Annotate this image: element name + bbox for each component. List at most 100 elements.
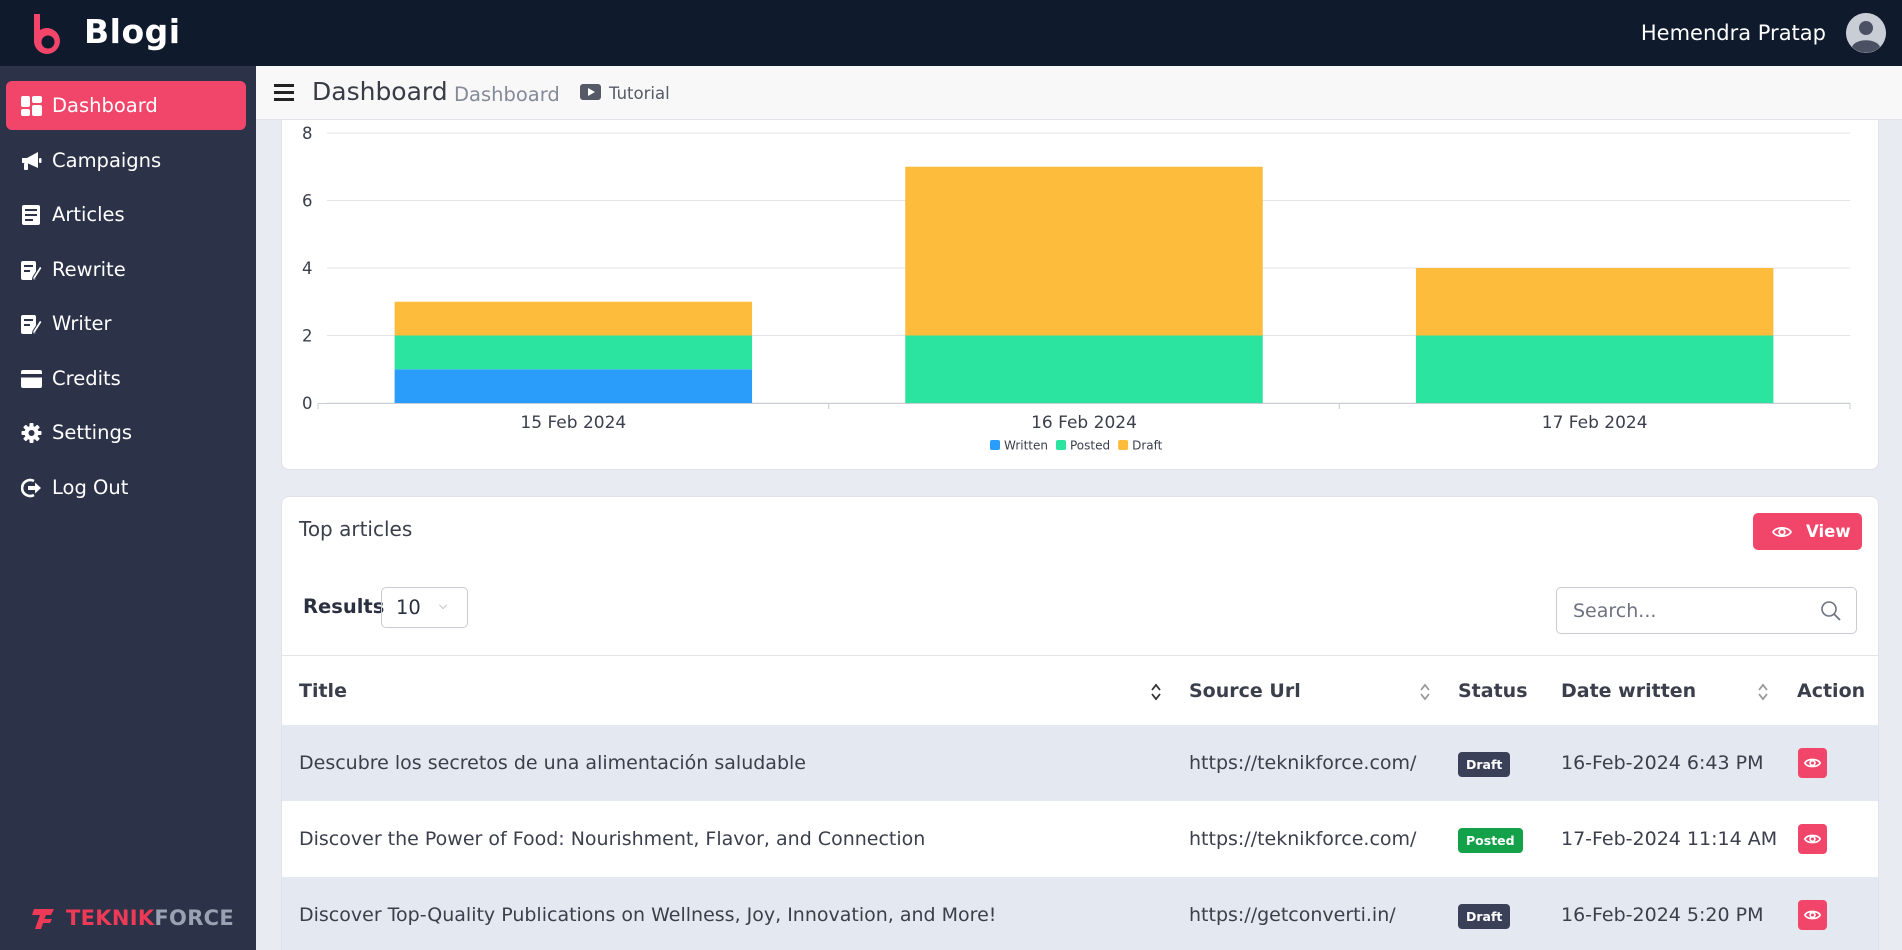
article-title: Discover Top-Quality Publications on Wel… bbox=[299, 904, 997, 926]
legend-label: Draft bbox=[1132, 439, 1163, 453]
results-per-page-select[interactable]: 10 bbox=[381, 587, 468, 628]
sidebar-item-credits[interactable]: Credits bbox=[6, 354, 246, 403]
edit-document-icon bbox=[21, 260, 42, 280]
y-tick-label: 0 bbox=[302, 394, 313, 413]
sidebar-nav: Dashboard Campaigns Articles Rewrite bbox=[6, 81, 246, 517]
legend-swatch bbox=[1056, 440, 1066, 450]
y-tick-label: 8 bbox=[302, 124, 313, 143]
eye-icon bbox=[1803, 758, 1822, 768]
gear-icon bbox=[21, 423, 42, 443]
column-header-date-written[interactable]: Date written bbox=[1561, 680, 1697, 702]
user-name[interactable]: Hemendra Pratap bbox=[1640, 21, 1826, 45]
search-box bbox=[1556, 587, 1857, 634]
eye-icon bbox=[1803, 834, 1822, 844]
bar-segment-written bbox=[394, 369, 753, 403]
results-per-page-value: 10 bbox=[396, 596, 421, 619]
eye-icon bbox=[1772, 526, 1792, 538]
y-tick-label: 2 bbox=[302, 327, 313, 346]
article-title: Discover the Power of Food: Nourishment,… bbox=[299, 828, 926, 850]
sidebar-item-label: Credits bbox=[52, 366, 121, 390]
sidebar-item-label: Dashboard bbox=[52, 94, 158, 117]
sidebar-item-label: Log Out bbox=[52, 475, 129, 499]
article-source-url[interactable]: https://teknikforce.com/ bbox=[1189, 828, 1417, 850]
article-icon bbox=[22, 205, 40, 225]
chevron-down-icon bbox=[439, 601, 447, 609]
tutorial-link[interactable]: Tutorial bbox=[609, 84, 670, 103]
video-play-icon[interactable] bbox=[580, 84, 601, 100]
search-icon[interactable] bbox=[1820, 600, 1842, 622]
column-header-status: Status bbox=[1458, 680, 1528, 702]
stacked-bar-chart: 0 2 4 6 8 15 Feb 2024 16 Feb 2024 17 Feb 2024 Wr… bbox=[302, 124, 1851, 453]
sidebar-item-label: Settings bbox=[52, 421, 132, 444]
legend-label: Written bbox=[1004, 439, 1048, 453]
page-title: Dashboard bbox=[312, 77, 448, 106]
app-name[interactable]: Blogi bbox=[84, 12, 181, 51]
x-tick-label: 15 Feb 2024 bbox=[520, 413, 626, 433]
breadcrumb[interactable]: Dashboard bbox=[454, 83, 560, 106]
column-header-title[interactable]: Title bbox=[299, 680, 347, 702]
sidebar: Dashboard Campaigns Articles Rewrite bbox=[0, 66, 256, 950]
page-header: Dashboard Dashboard Tutorial bbox=[256, 66, 1902, 120]
column-header-source-url[interactable]: Source Url bbox=[1189, 680, 1301, 702]
view-button[interactable]: View bbox=[1753, 513, 1862, 550]
teknikforce-logo-icon bbox=[32, 909, 54, 929]
menu-toggle-icon[interactable] bbox=[274, 84, 294, 101]
x-tick-label: 16 Feb 2024 bbox=[1031, 413, 1137, 433]
sidebar-item-settings[interactable]: Settings bbox=[6, 408, 246, 457]
x-tick-label: 17 Feb 2024 bbox=[1542, 413, 1648, 433]
table-row: Discover Top-Quality Publications on Wel… bbox=[282, 877, 1878, 950]
sidebar-item-label: Writer bbox=[52, 312, 112, 335]
sort-icon[interactable] bbox=[1757, 682, 1769, 702]
sidebar-item-label: Rewrite bbox=[52, 257, 126, 281]
view-article-button[interactable] bbox=[1798, 824, 1827, 854]
table-row: Descubre los secretos de una alimentació… bbox=[282, 725, 1878, 801]
sort-icon[interactable] bbox=[1150, 682, 1162, 702]
bar-segment-posted bbox=[905, 335, 1263, 403]
credit-card-icon bbox=[21, 369, 42, 388]
article-date: 17-Feb-2024 11:14 AM bbox=[1561, 828, 1778, 850]
bar-segment-posted bbox=[394, 335, 753, 370]
card-title: Top articles bbox=[299, 517, 413, 541]
table-row: Discover the Power of Food: Nourishment,… bbox=[282, 801, 1878, 877]
article-date: 16-Feb-2024 5:20 PM bbox=[1561, 904, 1764, 926]
status-badge: Draft bbox=[1458, 752, 1511, 777]
sort-icon[interactable] bbox=[1419, 682, 1431, 702]
sidebar-item-writer[interactable]: Writer bbox=[6, 299, 246, 348]
legend-swatch bbox=[1118, 440, 1129, 450]
sidebar-item-label: Campaigns bbox=[52, 148, 162, 172]
y-tick-label: 6 bbox=[302, 192, 313, 211]
article-title: Descubre los secretos de una alimentació… bbox=[299, 752, 806, 774]
column-header-action: Action bbox=[1797, 680, 1866, 702]
search-input[interactable] bbox=[1557, 588, 1807, 633]
y-tick-label: 4 bbox=[302, 259, 313, 278]
article-date: 16-Feb-2024 6:43 PM bbox=[1561, 752, 1764, 774]
article-source-url[interactable]: https://getconverti.in/ bbox=[1189, 904, 1396, 926]
user-avatar-icon bbox=[1846, 13, 1886, 53]
bar-segment-draft bbox=[1415, 268, 1774, 336]
bar-segment-draft bbox=[905, 166, 1263, 336]
table-header: Title Source Url Status Date written Act… bbox=[282, 655, 1878, 725]
blogi-logo-icon[interactable] bbox=[28, 12, 68, 56]
view-article-button[interactable] bbox=[1798, 748, 1827, 778]
view-button-label: View bbox=[1806, 522, 1851, 541]
edit-document-icon bbox=[21, 315, 42, 334]
view-article-button[interactable] bbox=[1798, 900, 1827, 930]
bar-segment-draft bbox=[394, 301, 753, 336]
sidebar-item-rewrite[interactable]: Rewrite bbox=[6, 245, 246, 294]
article-source-url[interactable]: https://teknikforce.com/ bbox=[1189, 752, 1417, 774]
sidebar-item-label: Articles bbox=[52, 203, 125, 226]
legend-label: Posted bbox=[1070, 439, 1110, 453]
sidebar-item-campaigns[interactable]: Campaigns bbox=[6, 136, 246, 185]
article-stats-chart-card: 0 2 4 6 8 15 Feb 2024 16 Feb 2024 17 Feb 2024 Wr… bbox=[281, 120, 1879, 470]
sidebar-item-dashboard[interactable]: Dashboard bbox=[6, 81, 246, 130]
sidebar-item-articles[interactable]: Articles bbox=[6, 190, 246, 239]
top-bar: Blogi Hemendra Pratap bbox=[0, 0, 1902, 66]
teknikforce-wordmark: TEKNIKFORCE bbox=[66, 906, 235, 930]
top-articles-card: Top articles View Results 10 Title Sourc… bbox=[281, 496, 1879, 950]
legend-swatch bbox=[990, 440, 1000, 450]
sidebar-item-logout[interactable]: Log Out bbox=[6, 463, 246, 512]
megaphone-icon bbox=[22, 151, 42, 170]
status-badge: Posted bbox=[1458, 828, 1523, 853]
avatar[interactable] bbox=[1846, 13, 1886, 53]
status-badge: Draft bbox=[1458, 904, 1511, 929]
